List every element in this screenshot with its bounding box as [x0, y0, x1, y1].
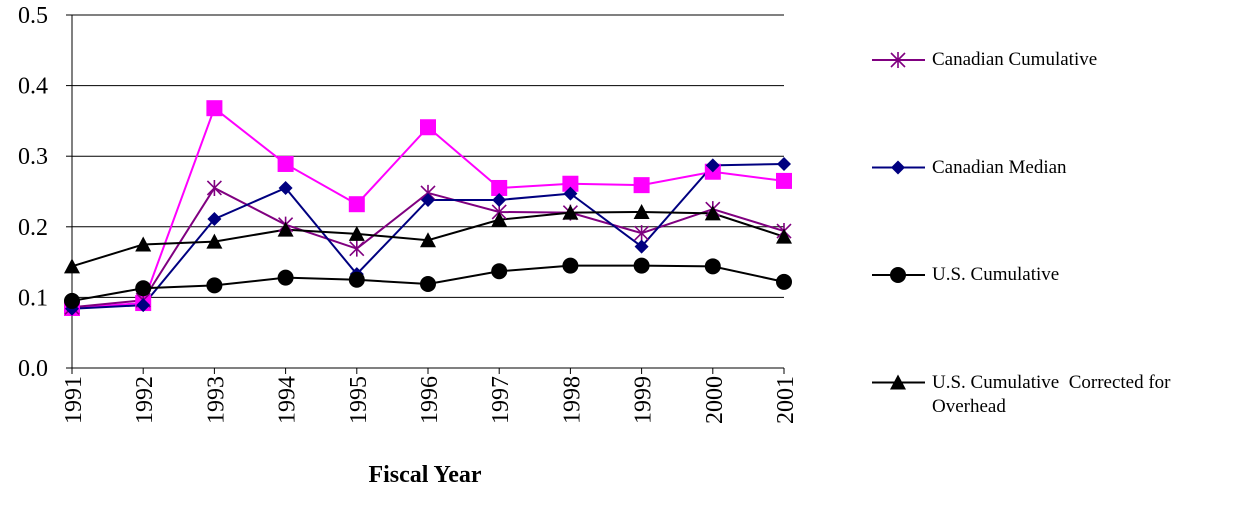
y-tick-label: 0.4 — [18, 74, 48, 100]
y-tick-label: 0.0 — [18, 356, 48, 382]
marker — [776, 228, 792, 244]
marker — [348, 271, 365, 288]
marker — [563, 186, 578, 201]
y-tick-label: 0.5 — [18, 3, 48, 29]
marker — [491, 211, 508, 227]
marker — [135, 280, 152, 297]
marker — [776, 273, 792, 290]
x-tick-label: 1995 — [346, 376, 372, 424]
marker — [206, 277, 223, 294]
marker — [890, 374, 906, 390]
marker — [705, 158, 720, 173]
marker — [348, 225, 365, 241]
legend-label: U.S. Cumulative Corrected for Overhead — [932, 371, 1176, 417]
marker — [420, 232, 436, 248]
marker — [136, 298, 151, 313]
marker — [491, 179, 508, 196]
marker — [64, 258, 80, 274]
x-tick-label: 1999 — [631, 376, 657, 424]
x-tick-label: 1994 — [275, 376, 301, 424]
y-tick-label: 0.2 — [18, 215, 48, 241]
marker — [207, 212, 222, 227]
legend-label: U.S. Cumulative — [932, 264, 1060, 285]
x-tick-label: 1997 — [488, 376, 514, 424]
marker — [278, 180, 293, 195]
marker — [491, 263, 508, 280]
marker — [776, 172, 792, 189]
y-tick-label: 0.3 — [18, 144, 48, 170]
marker — [704, 205, 721, 221]
x-tick-label: 2000 — [702, 376, 728, 424]
x-axis-title: Fiscal Year — [368, 462, 481, 488]
legend-label: Canadian Median — [932, 156, 1067, 178]
marker — [277, 221, 294, 237]
marker — [704, 258, 721, 275]
marker — [633, 257, 650, 274]
x-tick-label: 1992 — [132, 376, 158, 424]
legend-label: Canadian Cumulative — [932, 49, 1098, 70]
marker — [634, 239, 649, 254]
marker — [420, 119, 436, 136]
marker — [277, 269, 294, 286]
marker — [135, 236, 152, 252]
marker — [206, 233, 223, 249]
marker — [777, 156, 791, 171]
marker — [421, 192, 435, 207]
x-tick-label: 1993 — [203, 376, 229, 424]
marker — [633, 177, 650, 194]
marker — [890, 52, 906, 68]
marker — [64, 292, 80, 309]
y-tick-label: 0.1 — [18, 285, 48, 311]
marker — [890, 267, 906, 283]
marker — [633, 203, 650, 219]
marker — [562, 175, 579, 192]
x-tick-label: 1998 — [559, 376, 585, 424]
marker — [349, 240, 365, 257]
x-tick-label: 1996 — [417, 376, 443, 424]
marker — [420, 275, 436, 292]
marker — [277, 155, 294, 172]
marker — [206, 100, 223, 117]
x-tick-label: 2001 — [773, 376, 799, 424]
marker — [634, 225, 650, 242]
marker — [348, 196, 365, 213]
marker — [206, 179, 222, 196]
marker — [562, 204, 579, 220]
x-tick-label: 1991 — [61, 376, 87, 424]
marker — [562, 257, 579, 274]
marker — [492, 192, 507, 207]
marker — [891, 160, 905, 175]
